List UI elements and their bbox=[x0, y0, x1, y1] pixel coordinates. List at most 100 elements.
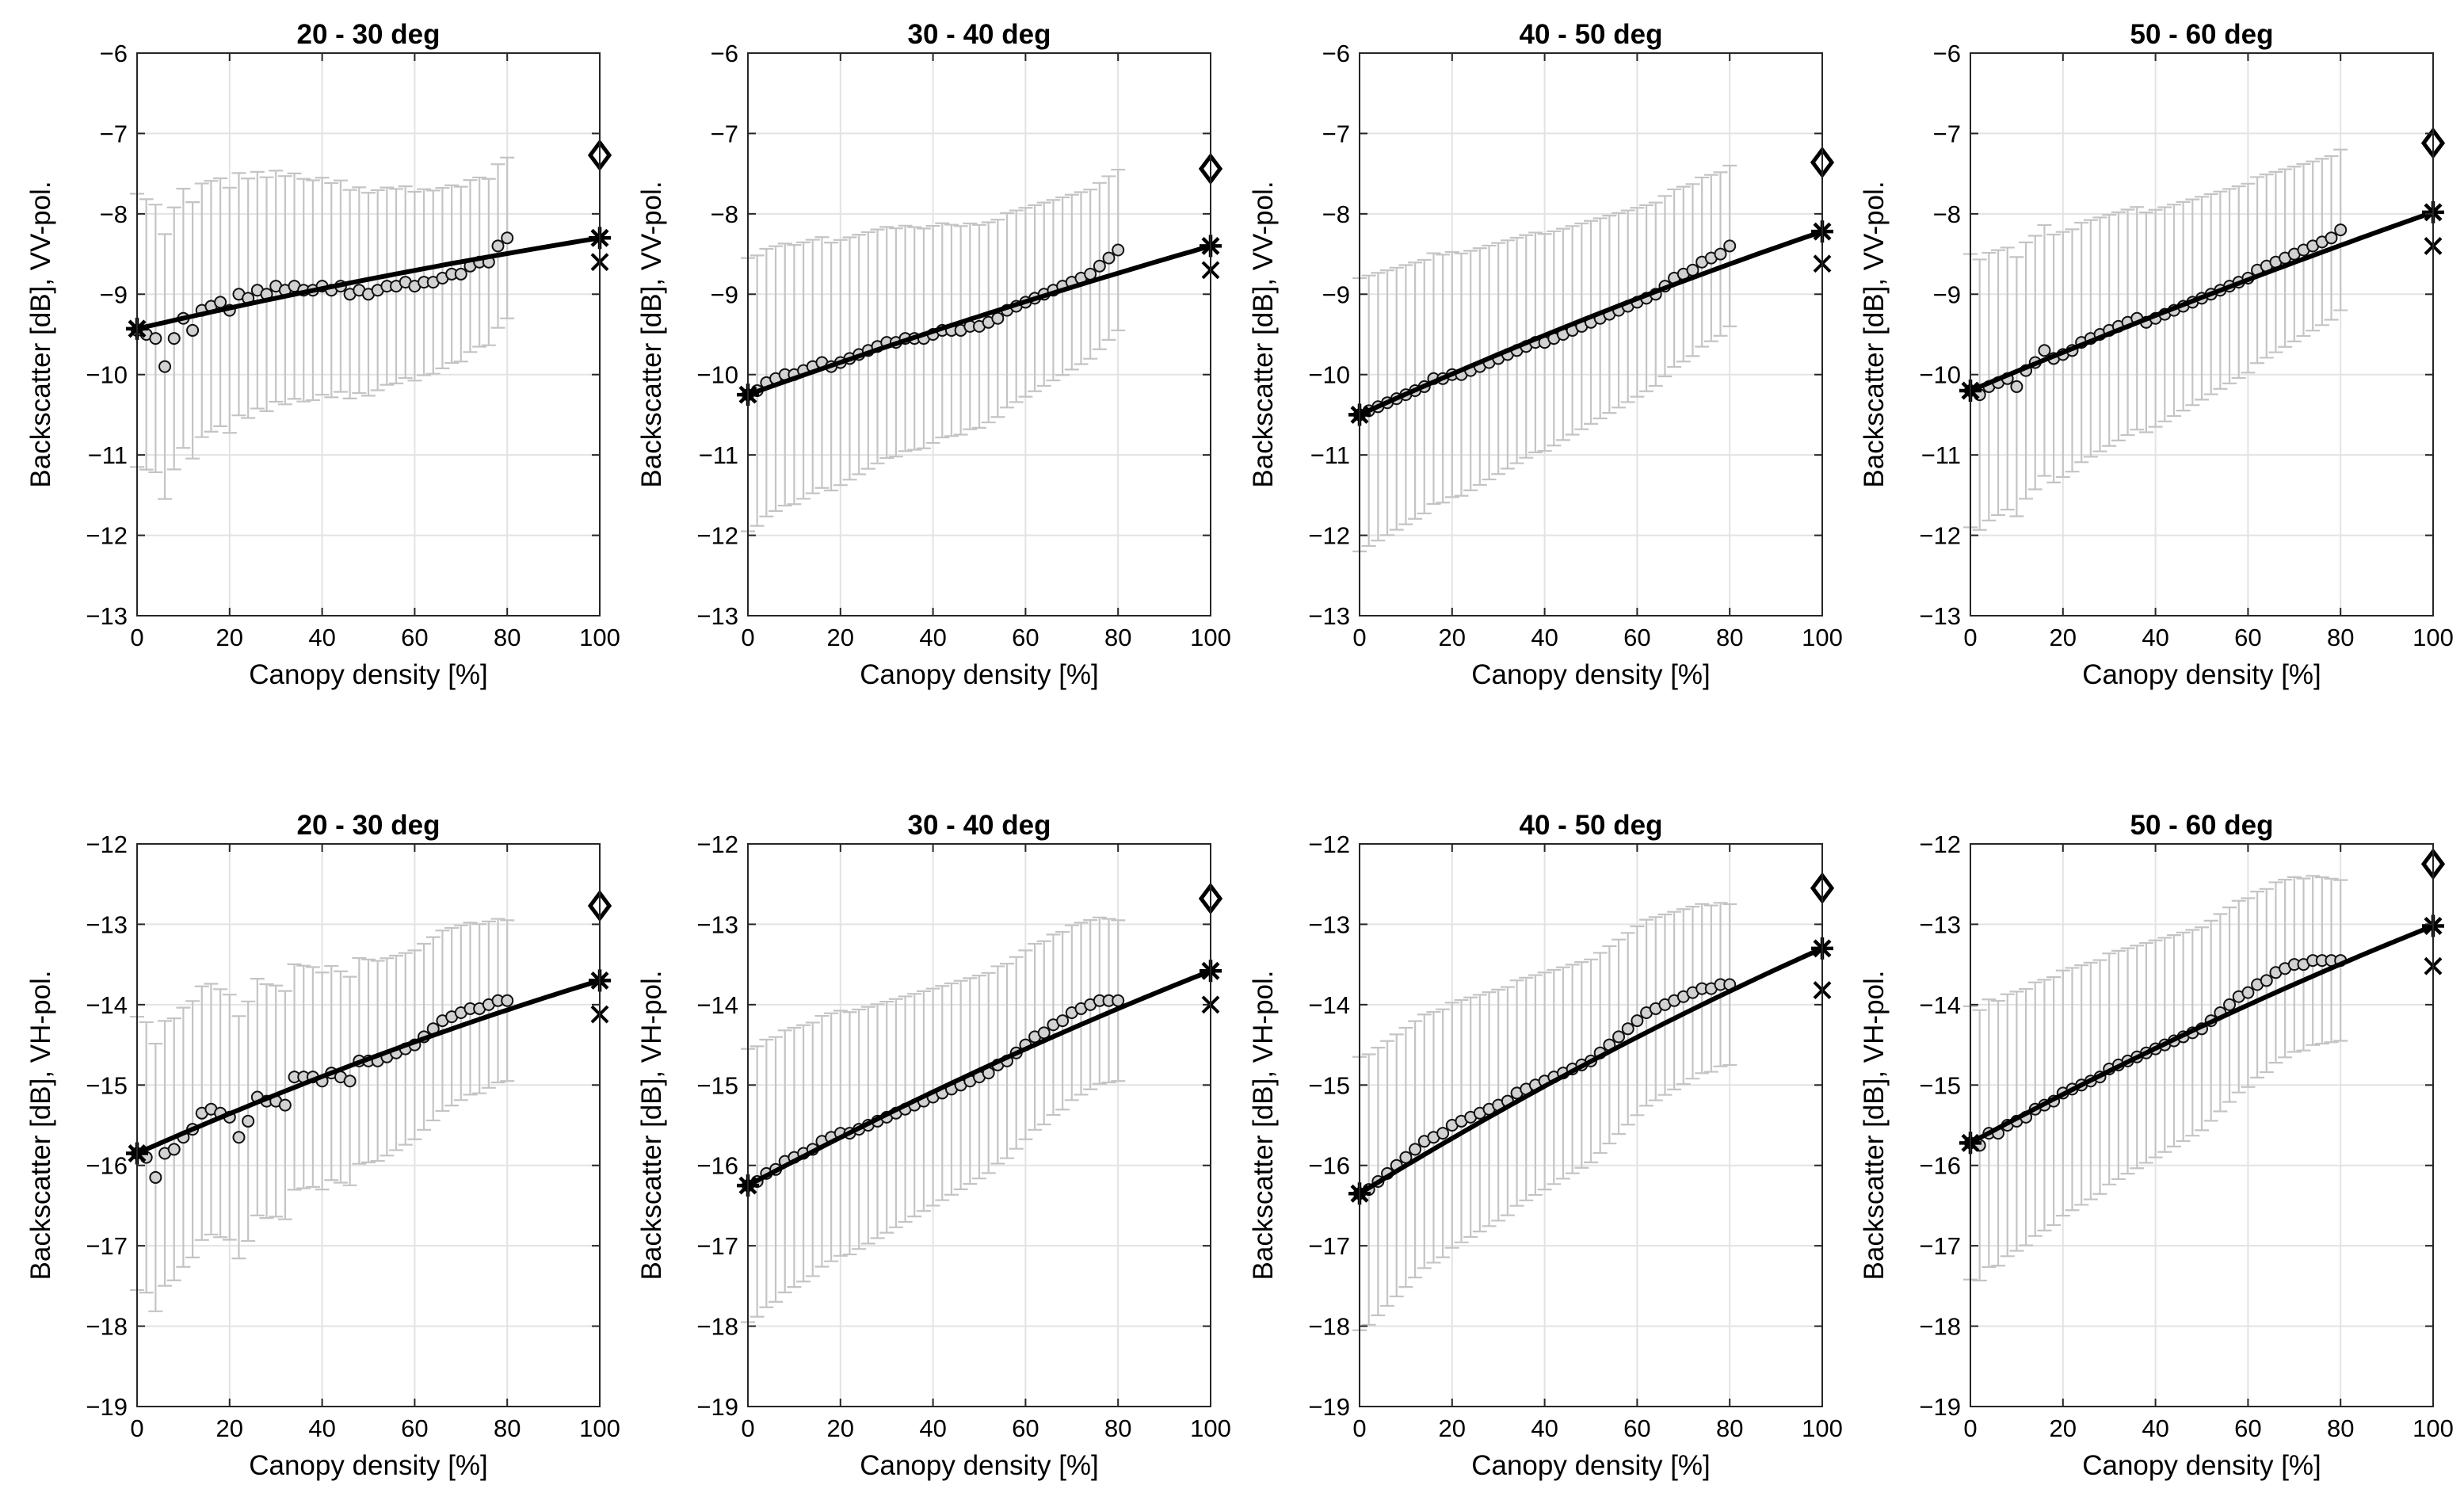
y-tick-label: −16 bbox=[1919, 1152, 1961, 1180]
mean-marker bbox=[242, 1114, 255, 1128]
x-tick-label: 40 bbox=[919, 624, 946, 651]
y-tick-label: −13 bbox=[1308, 602, 1350, 630]
y-tick-label: −8 bbox=[100, 200, 128, 228]
mean-marker bbox=[167, 1143, 181, 1156]
mean-marker bbox=[2038, 344, 2051, 357]
x-tick-label: 80 bbox=[2327, 1414, 2354, 1442]
x-tick-label: 100 bbox=[2413, 624, 2454, 651]
x-tick-label: 20 bbox=[216, 1414, 243, 1442]
y-tick-label: −18 bbox=[1308, 1313, 1350, 1341]
subplot-3: 0 20 40 60 80 100 −13 −12 −11 −10 −9 −8 −7 −6 40 - 50 … bbox=[1248, 19, 1843, 690]
mean-marker bbox=[149, 1170, 162, 1184]
x-tick-label: 100 bbox=[1190, 624, 1231, 651]
mean-marker bbox=[991, 311, 1005, 325]
y-tick-label: −13 bbox=[1919, 602, 1961, 630]
subplot-6: 0 20 40 60 80 100 −19 −18 −17 −16 −15 −14 −13 −12 30 -… bbox=[636, 810, 1231, 1481]
x-axis-label: Canopy density [%] bbox=[860, 659, 1099, 690]
y-tick-label: −13 bbox=[696, 910, 738, 938]
y-tick-label: −10 bbox=[1308, 361, 1350, 389]
subplot-8: 0 20 40 60 80 100 −19 −18 −17 −16 −15 −14 −13 −12 50 -… bbox=[1859, 810, 2454, 1481]
y-tick-label: −8 bbox=[1933, 200, 1961, 228]
y-tick-label: −12 bbox=[696, 830, 738, 858]
x-tick-label: 40 bbox=[2142, 1414, 2168, 1442]
y-tick-label: −16 bbox=[86, 1152, 128, 1180]
mean-marker bbox=[1112, 243, 1125, 257]
x-tick-label: 60 bbox=[1623, 624, 1650, 651]
y-tick-label: −12 bbox=[1308, 830, 1350, 858]
x-tick-label: 100 bbox=[1190, 1414, 1231, 1442]
y-tick-label: −8 bbox=[1322, 200, 1350, 228]
x-tick-label: 80 bbox=[1104, 1414, 1131, 1442]
axes-box bbox=[1970, 843, 2434, 1407]
x-tick-label: 100 bbox=[579, 624, 620, 651]
mean-marker bbox=[343, 1075, 357, 1088]
y-tick-label: −13 bbox=[86, 910, 128, 938]
axes-box bbox=[1359, 843, 1823, 1407]
x-tick-label: 20 bbox=[827, 1414, 854, 1442]
y-tick-label: −18 bbox=[86, 1313, 128, 1341]
x-axis-label: Canopy density [%] bbox=[2082, 659, 2321, 690]
mean-marker bbox=[1621, 1022, 1634, 1036]
x-tick-label: 20 bbox=[216, 624, 243, 651]
x-tick-label: 20 bbox=[1439, 624, 1466, 651]
y-tick-label: −6 bbox=[1933, 40, 1961, 67]
y-tick-label: −10 bbox=[86, 361, 128, 389]
x-tick-label: 0 bbox=[741, 624, 754, 651]
y-tick-label: −14 bbox=[1919, 991, 1961, 1019]
mean-marker bbox=[186, 323, 200, 337]
y-tick-label: −12 bbox=[1919, 522, 1961, 550]
y-axis-label: Backscatter [dB], VH-pol. bbox=[1859, 971, 1890, 1281]
y-tick-label: −12 bbox=[86, 522, 128, 550]
x-tick-label: 20 bbox=[827, 624, 854, 651]
mean-marker bbox=[1409, 1143, 1422, 1156]
y-tick-label: −16 bbox=[1308, 1152, 1350, 1180]
x-tick-label: 100 bbox=[1802, 624, 1843, 651]
binned-means bbox=[1353, 978, 1737, 1201]
mean-marker bbox=[2325, 231, 2338, 245]
mean-marker bbox=[2010, 380, 2023, 393]
subplot-title: 50 - 60 deg bbox=[2130, 19, 2274, 50]
y-tick-label: −13 bbox=[1308, 910, 1350, 938]
x-tick-label: 0 bbox=[1352, 1414, 1366, 1442]
mean-marker bbox=[1056, 1014, 1070, 1028]
y-tick-label: −14 bbox=[86, 991, 128, 1019]
y-tick-label: −13 bbox=[1919, 910, 1961, 938]
y-tick-label: −17 bbox=[86, 1232, 128, 1260]
x-tick-label: 80 bbox=[1104, 624, 1131, 651]
y-axis-label: Backscatter [dB], VV-pol. bbox=[1859, 181, 1890, 487]
subplot-title: 50 - 60 deg bbox=[2130, 810, 2274, 841]
x-axis-label: Canopy density [%] bbox=[1471, 659, 1711, 690]
subplot-5: 0 20 40 60 80 100 −19 −18 −17 −16 −15 −14 −13 −12 20 -… bbox=[25, 810, 620, 1481]
x-tick-label: 60 bbox=[401, 624, 428, 651]
axes-box bbox=[136, 843, 601, 1407]
mean-marker bbox=[278, 1098, 292, 1112]
y-axis-label: Backscatter [dB], VH-pol. bbox=[1248, 971, 1279, 1281]
x-tick-label: 0 bbox=[741, 1414, 754, 1442]
y-tick-label: −8 bbox=[711, 200, 738, 228]
y-axis-label: Backscatter [dB], VV-pol. bbox=[25, 181, 56, 487]
x-tick-label: 80 bbox=[1716, 624, 1743, 651]
mean-marker bbox=[501, 231, 514, 245]
mean-marker bbox=[214, 296, 227, 309]
y-tick-label: −17 bbox=[696, 1232, 738, 1260]
fit-curve bbox=[746, 968, 1213, 1189]
mean-marker bbox=[149, 332, 162, 345]
fit-curve bbox=[746, 243, 1213, 398]
x-tick-label: 80 bbox=[494, 624, 521, 651]
y-tick-label: −6 bbox=[100, 40, 128, 67]
x-tick-label: 20 bbox=[2050, 1414, 2077, 1442]
y-tick-label: −15 bbox=[1919, 1071, 1961, 1099]
x-tick-label: 60 bbox=[2234, 1414, 2261, 1442]
fit-curve bbox=[135, 978, 602, 1156]
x-tick-label: 100 bbox=[579, 1414, 620, 1442]
fit-curve bbox=[1968, 209, 2435, 393]
y-tick-label: −19 bbox=[696, 1393, 738, 1421]
y-tick-label: −7 bbox=[1322, 120, 1350, 147]
mean-marker bbox=[232, 1131, 246, 1144]
mean-marker bbox=[1093, 259, 1106, 273]
x-axis-label: Canopy density [%] bbox=[2082, 1450, 2321, 1481]
subplot-title: 30 - 40 deg bbox=[908, 810, 1051, 841]
mean-marker bbox=[158, 360, 172, 373]
subplot-4: 0 20 40 60 80 100 −13 −12 −11 −10 −9 −8 −7 −6 50 - 60 … bbox=[1859, 19, 2454, 690]
fit-curve bbox=[1357, 945, 1825, 1197]
